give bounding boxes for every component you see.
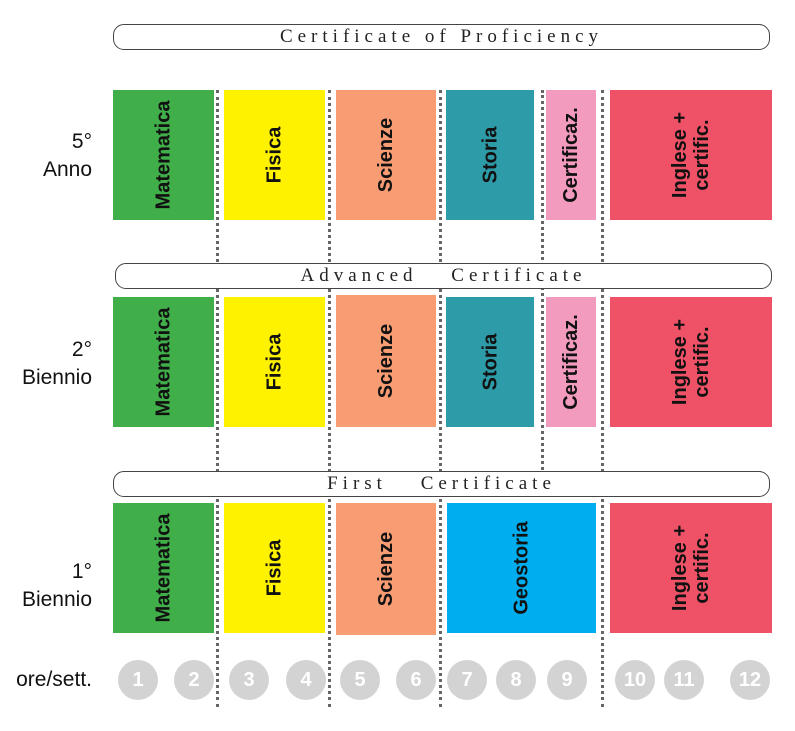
subject-label: Scienze: [374, 117, 397, 193]
subject-label-line1: Inglese +: [669, 111, 691, 199]
banner-label: Certificate of Proficiency: [279, 26, 604, 47]
subject-label: Storia: [479, 126, 501, 184]
subject-label-line2: certific.: [691, 326, 713, 398]
column-separator: [328, 90, 331, 707]
row-label-line1: 1°: [71, 560, 92, 583]
block-geostoria: Geostoria: [447, 503, 596, 633]
subject-label: Matematica: [152, 100, 175, 210]
block-certificaz: Certificaz.: [546, 90, 596, 220]
subject-label: Inglese + certific.: [669, 319, 713, 405]
row-label-1-biennio: 1° Biennio: [0, 558, 92, 614]
row-label-line1: 5°: [71, 130, 92, 153]
column-separator: [216, 90, 219, 707]
hour-circle: 3: [229, 660, 269, 700]
subject-label-line2: certific.: [691, 119, 713, 191]
block-matematica: Matematica: [113, 90, 214, 220]
subject-label-line1: Inglese +: [669, 318, 691, 406]
row-label-5-anno: 5° Anno: [0, 128, 92, 184]
hour-circle: 6: [396, 660, 436, 700]
row-label-2-biennio: 2° Biennio: [0, 336, 92, 392]
block-matematica: Matematica: [113, 503, 214, 633]
subject-label: Certificaz.: [560, 314, 582, 410]
block-inglese: Inglese + certific.: [610, 503, 772, 633]
subject-label: Fisica: [263, 333, 286, 391]
subject-label: Fisica: [263, 126, 286, 184]
block-scienze: Scienze: [336, 90, 436, 220]
block-scienze: Scienze: [336, 503, 436, 635]
hours-label: ore/sett.: [16, 668, 92, 691]
subject-label: Certificaz.: [560, 107, 582, 203]
row-label-line2: Biennio: [21, 588, 92, 611]
subject-label: Geostoria: [510, 521, 533, 615]
hour-circle: 9: [547, 660, 587, 700]
block-storia: Storia: [446, 297, 534, 427]
subject-label: Scienze: [374, 323, 397, 399]
banner-label: Advanced Certificate: [300, 265, 587, 286]
block-inglese: Inglese + certific.: [610, 297, 772, 427]
subject-label: Inglese + certific.: [669, 525, 713, 611]
hour-circle: 7: [447, 660, 487, 700]
subject-label: Matematica: [152, 513, 175, 623]
block-inglese: Inglese + certific.: [610, 90, 772, 220]
row-label-line2: Anno: [42, 158, 92, 181]
subject-label: Fisica: [263, 539, 286, 597]
block-scienze: Scienze: [336, 295, 436, 427]
hour-circle: 12: [730, 660, 770, 700]
subject-label: Storia: [479, 333, 501, 391]
hour-circle: 5: [340, 660, 380, 700]
block-storia: Storia: [446, 90, 534, 220]
banner-certificate-of-proficiency: Certificate of Proficiency: [113, 24, 770, 50]
hour-circle: 8: [496, 660, 536, 700]
subject-label-line1: Inglese +: [669, 524, 691, 612]
subject-label: Scienze: [374, 531, 397, 607]
subject-label-line2: certific.: [691, 532, 713, 604]
row-label-line2: Biennio: [21, 366, 92, 389]
hour-circle: 4: [286, 660, 326, 700]
hour-circle: 1: [118, 660, 158, 700]
hour-circle: 11: [664, 660, 704, 700]
hour-circle: 2: [174, 660, 214, 700]
banner-first-certificate: First Certificate: [113, 471, 770, 497]
column-separator: [601, 90, 604, 707]
subject-label: Inglese + certific.: [669, 112, 713, 198]
column-separator: [439, 90, 442, 707]
block-matematica: Matematica: [113, 297, 214, 427]
banner-advanced-certificate: Advanced Certificate: [115, 263, 772, 289]
subject-label: Matematica: [152, 307, 175, 417]
banner-label: First Certificate: [327, 473, 556, 494]
hour-circle: 10: [615, 660, 655, 700]
block-fisica: Fisica: [224, 90, 325, 220]
block-fisica: Fisica: [224, 297, 325, 427]
block-certificaz: Certificaz.: [546, 297, 596, 427]
block-fisica: Fisica: [224, 503, 325, 633]
row-label-line1: 2°: [71, 338, 92, 361]
